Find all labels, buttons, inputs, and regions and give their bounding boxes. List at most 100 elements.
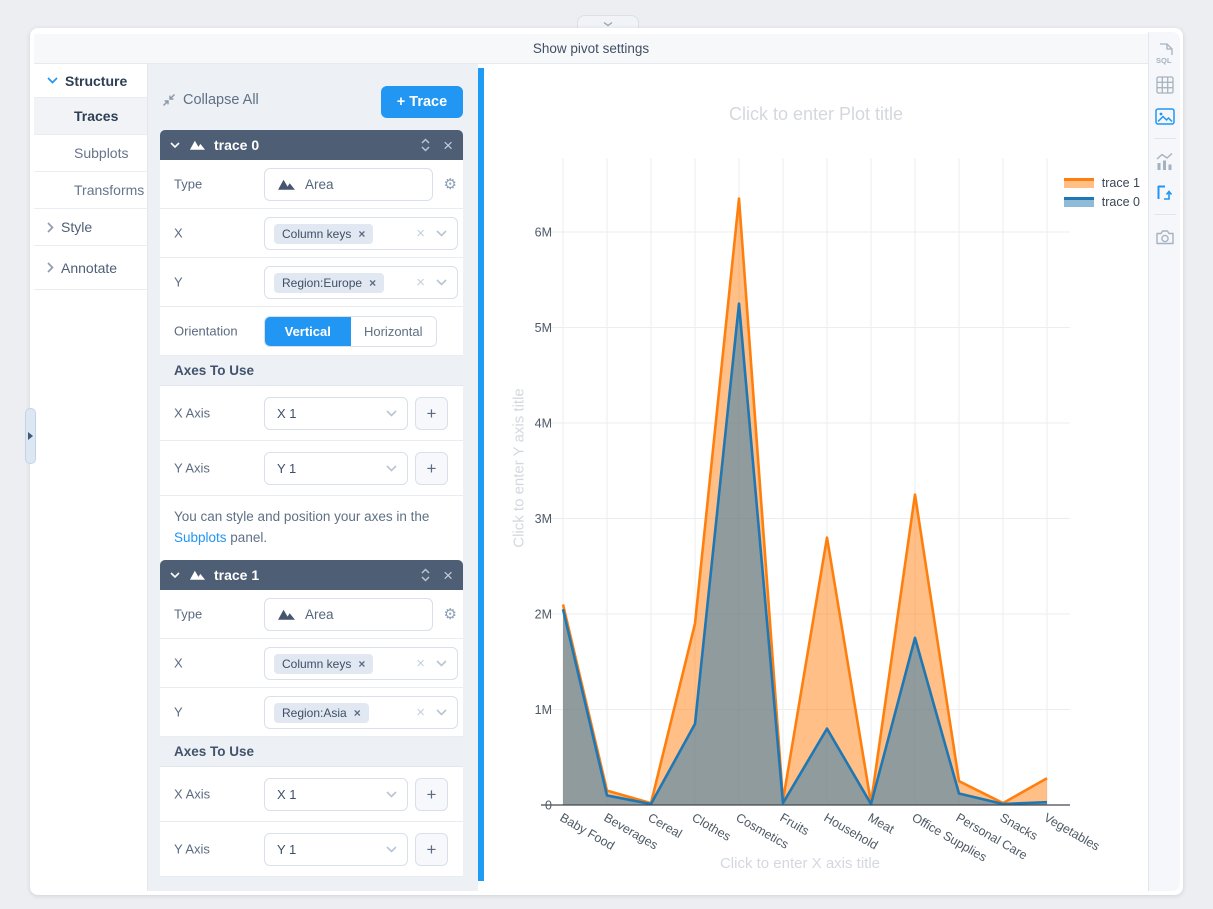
legend-swatch [1063,178,1094,188]
x-chip[interactable]: Column keys × [274,653,374,674]
sidebar-item-annotate[interactable]: Annotate [34,246,147,290]
trace-type-select[interactable]: Area [264,168,433,201]
x-axis-value: X 1 [277,787,297,802]
x-axis-value: X 1 [277,406,297,421]
show-pivot-settings-toggle[interactable]: Show pivot settings [532,41,650,56]
pivot-icon[interactable] [1153,180,1177,204]
x-axis-title-placeholder[interactable]: Click to enter X axis title [719,855,881,872]
x-axis-row: X Axis X 1 + [160,767,463,822]
chip-remove-icon[interactable]: × [369,275,377,290]
field-label: X [174,655,183,671]
stats-chart-icon[interactable] [1153,149,1177,173]
sidebar-item-structure[interactable]: Structure [34,64,147,98]
sidebar-item-traces[interactable]: Traces [34,98,147,135]
x-data-select[interactable]: Column keys × × [264,217,458,250]
chevron-down-icon [170,571,180,579]
add-y-axis-button[interactable]: + [415,452,448,485]
sidebar-item-label: Structure [65,72,128,89]
trace-0-header[interactable]: trace 0 × [160,130,463,160]
clear-icon[interactable]: × [416,274,425,291]
chevron-down-icon[interactable] [436,230,447,237]
legend-swatch [1063,197,1094,207]
sidebar-item-subplots[interactable]: Subplots [34,135,147,172]
chevron-down-icon [47,77,58,84]
sidebar-expand-handle[interactable] [25,408,36,464]
gear-icon[interactable]: ⚙ [443,606,457,623]
y-chip[interactable]: Region:Asia × [274,702,369,723]
y-data-select[interactable]: Region:Asia × × [264,696,458,729]
legend-label: trace 0 [1101,195,1140,209]
gear-icon[interactable]: ⚙ [443,176,457,193]
x-chip[interactable]: Column keys × [274,223,374,244]
field-label: Y Axis [174,460,210,476]
trace-type-select[interactable]: Area [264,598,433,631]
chip-label: Region:Europe [282,275,363,290]
trace-1-header[interactable]: trace 1 × [160,560,463,590]
legend-item[interactable]: trace 1 [1063,176,1140,190]
note-text: You can style and position your axes in … [174,509,430,524]
svg-text:0: 0 [545,799,552,813]
sidebar-item-label: Subplots [74,145,129,161]
add-y-axis-button[interactable]: + [415,833,448,866]
close-icon[interactable]: × [443,565,453,585]
chevron-down-icon [386,465,397,472]
x-axis-select[interactable]: X 1 [264,778,408,811]
chart-image-icon[interactable] [1153,104,1177,128]
svg-text:Clothes: Clothes [690,810,734,843]
field-label: X [174,225,183,241]
area-trace-icon [278,609,295,620]
y-chip[interactable]: Region:Europe × [274,272,385,293]
sidebar-item-label: Annotate [61,259,118,276]
chip-remove-icon[interactable]: × [358,656,366,671]
trace-0-fold: trace 0 × Type Area ⚙ X [160,130,463,562]
svg-text:3M: 3M [535,512,552,526]
sql-icon[interactable]: SQL [1153,42,1177,66]
chevron-down-icon[interactable] [436,279,447,286]
chevron-down-icon [386,846,397,853]
chevron-right-icon [47,262,54,273]
svg-text:Office Supplies: Office Supplies [910,810,990,864]
y-axis-select[interactable]: Y 1 [264,833,408,866]
field-label: Orientation [174,323,238,339]
orientation-horizontal-button[interactable]: Horizontal [350,317,436,346]
add-x-axis-button[interactable]: + [415,397,448,430]
field-label: X Axis [174,405,211,421]
chevron-down-icon[interactable] [436,709,447,716]
clear-icon[interactable]: × [416,225,425,242]
sidebar: Structure Traces Subplots Transforms Sty… [34,64,148,891]
camera-icon[interactable] [1153,225,1177,249]
reorder-icon[interactable] [420,567,431,583]
sidebar-item-transforms[interactable]: Transforms [34,172,147,209]
subplots-link[interactable]: Subplots [174,529,227,545]
svg-text:4M: 4M [535,417,552,431]
panel-resize-handle[interactable] [478,68,484,881]
x-axis-select[interactable]: X 1 [264,397,408,430]
top-collapse-tab[interactable] [577,15,639,31]
legend-item[interactable]: trace 0 [1063,195,1140,209]
traces-panel: Collapse All + Trace trace 0 × [148,64,478,891]
clear-icon[interactable]: × [416,655,425,672]
trace-type-value: Area [305,607,334,622]
add-trace-button[interactable]: + Trace [381,86,463,118]
y-data-select[interactable]: Region:Europe × × [264,266,458,299]
chip-remove-icon[interactable]: × [358,226,366,241]
close-icon[interactable]: × [443,135,453,155]
clear-icon[interactable]: × [416,704,425,721]
svg-text:Meat: Meat [866,810,898,836]
plot-title-placeholder[interactable]: Click to enter Plot title [728,104,904,124]
reorder-icon[interactable] [420,137,431,153]
orientation-vertical-button[interactable]: Vertical [265,317,351,346]
chart-panel: 0 1M 2M 3M 4M 5M 6M Baby Food Beverages Cereal Clo… [484,68,1148,881]
table-icon[interactable] [1153,73,1177,97]
y-axis-row: Y Axis Y 1 + [160,441,463,496]
add-x-axis-button[interactable]: + [415,778,448,811]
chevron-down-icon[interactable] [436,660,447,667]
chip-remove-icon[interactable]: × [353,705,361,720]
sidebar-item-style[interactable]: Style [34,209,147,246]
svg-text:2M: 2M [535,608,552,622]
y-axis-select[interactable]: Y 1 [264,452,408,485]
y-axis-title-placeholder[interactable]: Click to enter Y axis title [510,388,528,548]
x-data-select[interactable]: Column keys × × [264,647,458,680]
collapse-all-button[interactable]: Collapse All [162,92,259,108]
